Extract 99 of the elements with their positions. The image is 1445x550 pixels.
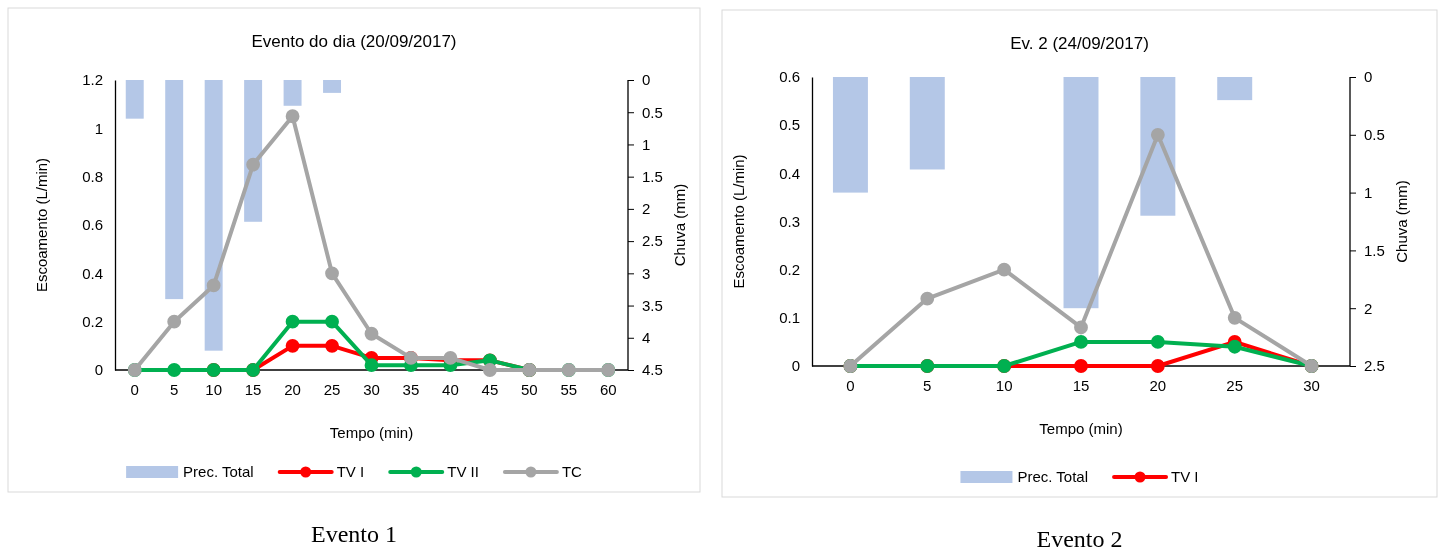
point — [167, 363, 182, 377]
y2-tick-label: 1 — [642, 135, 651, 153]
point — [1074, 335, 1088, 349]
x-axis-title: Tempo (min) — [329, 424, 414, 441]
point — [167, 314, 182, 329]
y2-tick-label: 2.5 — [1364, 357, 1385, 375]
bar — [283, 80, 302, 106]
x-tick-label: 0 — [130, 380, 139, 398]
x-tick-label: 60 — [599, 380, 617, 398]
x-tick-label: 50 — [521, 380, 538, 398]
point — [997, 262, 1012, 277]
point — [1150, 359, 1165, 373]
bar — [1217, 77, 1253, 101]
y-tick-label: 0.2 — [82, 312, 103, 330]
y-tick-label: 0.4 — [82, 264, 103, 282]
y2-tick-label: 4 — [642, 329, 651, 347]
legend-label: TV I — [336, 463, 365, 480]
point — [285, 109, 300, 124]
y-tick-label: 1 — [94, 119, 103, 137]
point — [1150, 335, 1165, 349]
text: Evento 1 — [311, 521, 397, 547]
text: Evento 2 — [1036, 526, 1123, 550]
y-tick-label: 0.1 — [779, 309, 800, 327]
bar — [1140, 77, 1176, 216]
x-tick-label: 30 — [363, 380, 380, 398]
legend-label: TC — [561, 463, 583, 480]
y2-tick-label: 0.5 — [1364, 126, 1385, 144]
point — [325, 338, 339, 353]
x-tick-label: 25 — [1226, 376, 1244, 394]
y-tick-label: 0.2 — [779, 260, 800, 278]
y2-tick-label: 4.5 — [642, 361, 663, 379]
point — [285, 314, 300, 329]
x-tick-label: 30 — [1303, 376, 1320, 394]
bar — [165, 80, 184, 300]
chart-title: Ev. 2 (24/09/2017) — [1010, 34, 1149, 53]
point — [285, 338, 300, 353]
bar — [1063, 77, 1099, 309]
y-tick-label: 0.6 — [779, 68, 800, 86]
y2-tick-label: 1.5 — [1364, 241, 1385, 259]
point — [1150, 127, 1165, 142]
x-tick-label: 40 — [442, 380, 459, 398]
x-tick-label: 5 — [923, 376, 932, 394]
x-tick-label: 20 — [1149, 376, 1167, 394]
x-tick-label: 10 — [995, 376, 1013, 394]
y-tick-label: 0.3 — [779, 212, 800, 230]
point — [482, 363, 497, 377]
point — [1074, 320, 1088, 335]
legend-label: TV I — [1171, 468, 1199, 485]
y-tick-label: 0.6 — [82, 216, 103, 234]
y-tick-label: 1.2 — [82, 71, 103, 89]
y2-tick-label: 3.5 — [642, 296, 663, 314]
y-axis-title: Escoamento (L/min) — [33, 157, 50, 293]
x-tick-label: 15 — [244, 380, 262, 398]
point — [325, 266, 339, 281]
x-tick-label: 25 — [323, 380, 341, 398]
x-tick-label: 20 — [284, 380, 301, 398]
y2-axis-title: Chuva (mm) — [1393, 180, 1410, 263]
x-tick-label: 5 — [170, 380, 179, 398]
x-tick-label: 10 — [205, 380, 222, 398]
x-tick-label: 45 — [481, 380, 499, 398]
bar — [832, 77, 868, 193]
y-tick-label: 0.5 — [779, 116, 800, 134]
x-tick-label: 35 — [402, 380, 420, 398]
x-tick-label: 55 — [560, 380, 578, 398]
y-tick-label: 0.4 — [779, 164, 800, 182]
y-tick-label: 0 — [94, 361, 103, 379]
y-tick-label: 0.8 — [82, 167, 103, 185]
point — [1074, 359, 1088, 373]
y2-tick-label: 2 — [642, 200, 651, 218]
x-tick-label: 15 — [1072, 376, 1090, 394]
point — [1227, 339, 1242, 354]
x-tick-label: 0 — [846, 376, 855, 394]
point — [325, 314, 339, 329]
y-tick-label: 0 — [791, 357, 800, 375]
y2-tick-label: 0 — [642, 71, 651, 89]
chart-title: Evento do dia (20/09/2017) — [251, 32, 457, 51]
y2-tick-label: 0 — [1364, 68, 1373, 86]
point — [246, 157, 261, 172]
bar — [909, 77, 945, 170]
bar — [125, 80, 144, 119]
y2-tick-label: 2 — [1364, 299, 1373, 317]
point — [364, 358, 379, 373]
legend-label: Prec. Total — [1017, 468, 1089, 485]
point — [1227, 310, 1242, 325]
y-axis-title: Escoamento (L/min) — [730, 154, 747, 289]
y2-tick-label: 1.5 — [642, 167, 663, 185]
y2-tick-label: 1 — [1364, 183, 1373, 201]
point — [206, 278, 221, 293]
point — [920, 291, 935, 306]
bar — [204, 80, 223, 351]
legend-label: TV II — [447, 463, 479, 480]
y2-tick-label: 3 — [642, 264, 651, 282]
y2-axis-title: Chuva (mm) — [671, 183, 688, 267]
x-axis-title: Tempo (min) — [1039, 420, 1123, 437]
y2-tick-label: 0.5 — [642, 103, 663, 121]
legend-label: Prec. Total — [183, 463, 254, 480]
bar — [323, 80, 342, 93]
y2-tick-label: 2.5 — [642, 232, 663, 250]
point — [364, 326, 379, 341]
